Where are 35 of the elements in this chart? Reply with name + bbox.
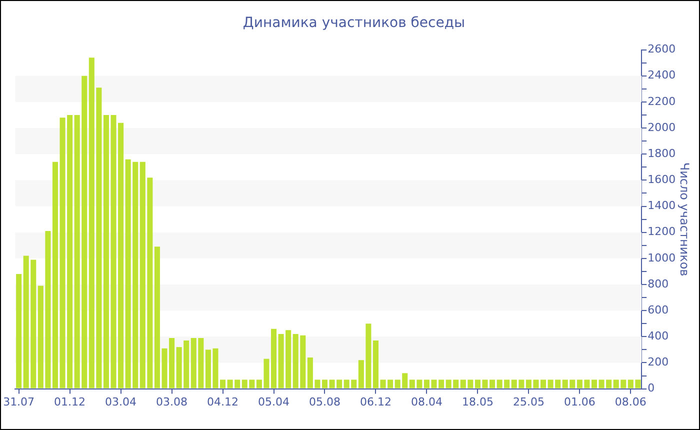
bar bbox=[322, 380, 328, 388]
x-tick-label: 01.12 bbox=[54, 395, 86, 408]
x-tick-label: 01.06 bbox=[564, 395, 596, 408]
x-tick-label: 06.12 bbox=[360, 395, 392, 408]
y-tick-label: 1600 bbox=[648, 173, 676, 186]
y-tick-label: 2000 bbox=[648, 120, 676, 134]
bar bbox=[16, 274, 22, 388]
bar bbox=[372, 340, 379, 388]
y-tick-label: 1000 bbox=[648, 251, 676, 264]
y-tick-label: 200 bbox=[648, 356, 669, 369]
x-tick-label: 08.04 bbox=[410, 395, 442, 408]
y-tick-label: 2400 bbox=[648, 68, 676, 82]
y-tick-label: 1800 bbox=[648, 146, 676, 160]
chart-title: Динамика участников беседы bbox=[242, 15, 466, 32]
x-tick-label: 31.07 bbox=[3, 395, 35, 408]
x-tick-label: 03.08 bbox=[156, 395, 188, 408]
y-tick-label: 2600 bbox=[648, 42, 676, 56]
y-tick-label: 0 bbox=[648, 382, 655, 395]
bar bbox=[52, 162, 58, 388]
y-axis-title: Число участников bbox=[678, 162, 692, 276]
x-tick-label: 08.06 bbox=[614, 395, 646, 408]
x-tick-label: 04.12 bbox=[207, 395, 239, 408]
y-tick-label: 1200 bbox=[648, 225, 676, 238]
y-tick-label: 600 bbox=[648, 303, 669, 316]
x-tick-label: 05.04 bbox=[258, 395, 290, 408]
x-tick-label: 25.05 bbox=[512, 395, 544, 408]
y-tick-label: 2200 bbox=[648, 94, 676, 108]
y-tick-label: 800 bbox=[648, 277, 669, 290]
bar bbox=[270, 328, 277, 388]
bar bbox=[591, 380, 598, 388]
x-tick-label: 05.08 bbox=[308, 395, 340, 408]
x-tick-label: 18.05 bbox=[462, 395, 494, 408]
x-tick-label: 03.04 bbox=[105, 395, 137, 408]
y-tick-label: 1400 bbox=[648, 199, 676, 212]
y-tick-label: 400 bbox=[648, 330, 669, 343]
